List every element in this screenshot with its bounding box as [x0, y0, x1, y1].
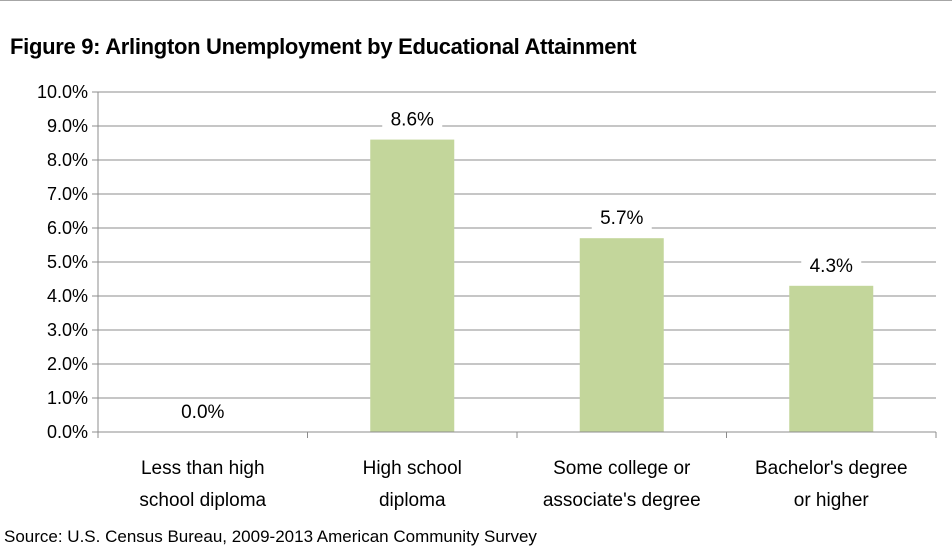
y-tick-label: 4.0% [47, 286, 88, 306]
data-label: 8.6% [391, 110, 434, 131]
data-label: 5.7% [600, 208, 643, 229]
y-tick-label: 7.0% [47, 184, 88, 204]
bar [789, 285, 874, 432]
y-tick-label: 1.0% [47, 388, 88, 408]
y-tick-label: 5.0% [47, 252, 88, 272]
y-tick-label: 6.0% [47, 218, 88, 238]
source-note: Source: U.S. Census Bureau, 2009-2013 Am… [4, 527, 537, 546]
labels: 0.0% 1.0% 2.0% 3.0% 4.0% 5.0% 6.0% 7.0% 8.0% 9.0%… [37, 82, 908, 511]
category-label: Bachelor's degree [755, 458, 908, 479]
data-label-background [801, 252, 862, 279]
chart-title: Figure 9: Arlington Unemployment by Educ… [10, 34, 637, 59]
category-label: High school [363, 458, 462, 479]
bars [370, 139, 874, 432]
bar [579, 238, 664, 432]
bar [370, 139, 455, 432]
y-tick-label: 0.0% [47, 422, 88, 442]
data-label-background [591, 205, 652, 232]
category-label: Some college or [553, 458, 691, 479]
y-tick-label: 8.0% [47, 150, 88, 170]
category-label: school diploma [139, 490, 266, 511]
y-tick-label: 2.0% [47, 354, 88, 374]
data-label-background [382, 106, 443, 133]
top-rule [0, 0, 952, 1]
data-label-background [172, 399, 233, 425]
category-label: or higher [794, 490, 870, 511]
category-label: Less than high [141, 458, 265, 479]
y-tick-label: 10.0% [37, 82, 88, 102]
category-label: associate's degree [543, 490, 701, 511]
axes [92, 91, 937, 438]
y-tick-label: 9.0% [47, 116, 88, 136]
y-tick-label: 3.0% [47, 320, 88, 340]
data-label: 4.3% [810, 256, 853, 277]
category-label: diploma [379, 490, 446, 511]
data-label: 0.0% [181, 402, 224, 423]
